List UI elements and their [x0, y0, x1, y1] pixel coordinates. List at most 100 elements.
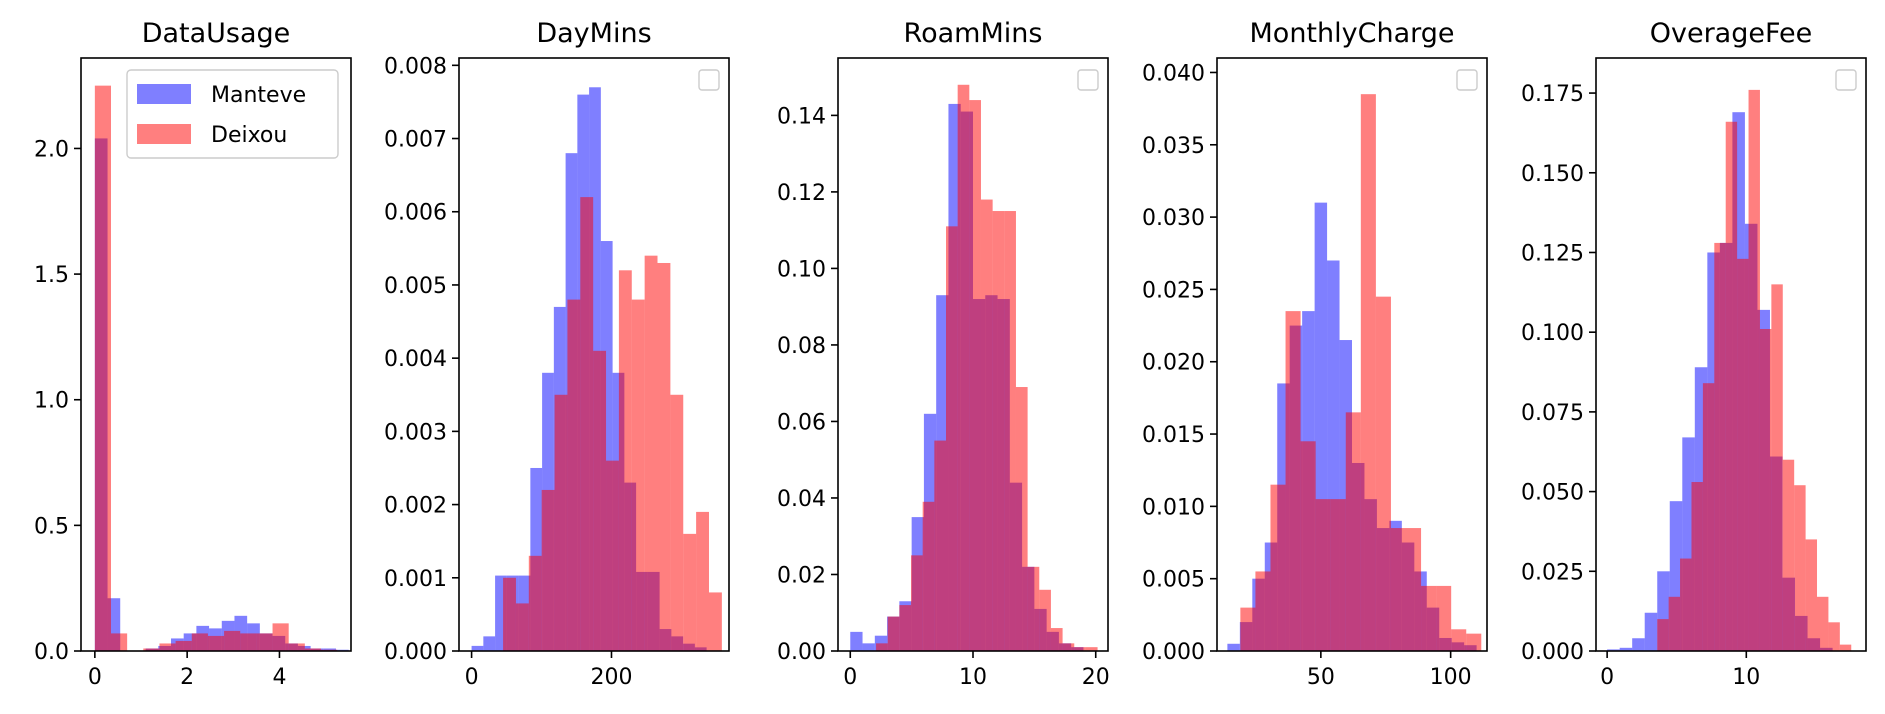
legend-swatch-manteve [137, 84, 191, 104]
bar-deixou [934, 440, 946, 651]
bar-deixou [240, 633, 257, 651]
bar-deixou [159, 643, 176, 651]
bar-deixou [1406, 528, 1422, 651]
axes-frame [1595, 57, 1867, 652]
bar-deixou [1839, 644, 1852, 651]
bar-deixou [1451, 629, 1467, 651]
x-tick-label: 10 [959, 665, 987, 690]
bar-deixou [1657, 619, 1669, 651]
histogram-panel-overagefee: 0 10 0.000 0.025 0.050 0.075 0.100 0.125 0.150 0.… [1521, 18, 1867, 690]
bar-deixou [1375, 296, 1391, 651]
bar-deixou [1702, 383, 1715, 651]
y-tick-label: 0.035 [1142, 134, 1205, 159]
y-tick-label: 0.04 [777, 487, 826, 512]
bar-deixou [1794, 485, 1806, 651]
bar-deixou [1390, 528, 1406, 651]
bars [850, 84, 1098, 651]
bar-deixou [1466, 633, 1482, 651]
y-tick-label: 1.0 [34, 389, 69, 414]
y-tick-label: 0.030 [1142, 206, 1205, 231]
bar-deixou [1360, 94, 1376, 651]
bars [1227, 94, 1482, 651]
bar-deixou [503, 577, 516, 651]
bar-deixou [580, 197, 594, 651]
y-tick-label: 1.5 [34, 263, 69, 288]
y-tick-label: 0.015 [1142, 423, 1205, 448]
bar-manteve [862, 643, 875, 651]
x-tick-label: 200 [590, 665, 632, 690]
bar-deixou [541, 489, 555, 651]
y-tick-label: 0.12 [777, 181, 826, 206]
y-tick-label: 0.5 [34, 514, 69, 539]
bar-deixou [1691, 482, 1703, 651]
bar-deixou [1737, 258, 1749, 651]
y-tick-label: 0.0 [34, 640, 69, 665]
y-tick-label: 0.005 [384, 274, 447, 299]
bar-manteve [1227, 643, 1240, 651]
y-tick-label: 0.006 [384, 201, 447, 226]
bar-deixou [1436, 585, 1452, 651]
bar-deixou [1027, 566, 1040, 651]
bar-deixou [696, 511, 709, 651]
bar-deixou [288, 643, 305, 651]
bar-deixou [657, 262, 671, 651]
bar-manteve [495, 575, 507, 651]
y-tick-label: 0.02 [777, 563, 826, 588]
bar-deixou [1085, 647, 1098, 651]
bar-deixou [670, 394, 684, 651]
bar-deixou [567, 299, 581, 651]
x-tick-label: 50 [1307, 665, 1335, 690]
axes-frame [80, 57, 352, 652]
y-tick-label: 0.14 [777, 104, 826, 129]
bar-deixou [1421, 585, 1437, 651]
axes-frame [458, 57, 730, 652]
y-tick-label: 0.08 [777, 334, 826, 359]
legend: Manteve Deixou [126, 69, 339, 159]
bar-deixou [1330, 499, 1346, 651]
y-tick-label: 0.075 [1521, 401, 1584, 426]
panel-title: DataUsage [142, 18, 291, 49]
bar-deixou [175, 640, 192, 651]
bar-deixou [1828, 622, 1840, 651]
bar-deixou [631, 299, 645, 651]
y-tick-label: 0.004 [384, 347, 447, 372]
bar-deixou [1240, 607, 1256, 651]
y-tick-label: 0.003 [384, 420, 447, 445]
bar-deixou [207, 635, 225, 651]
bars [1607, 89, 1852, 651]
bar-deixou [191, 633, 208, 651]
bar-deixou [887, 616, 900, 651]
bar-deixou [1680, 558, 1692, 651]
x-tick-label: 4 [272, 665, 286, 690]
bar-deixou [224, 630, 241, 651]
bar-deixou [992, 211, 1005, 651]
bar-deixou [969, 100, 981, 651]
bar-deixou [957, 84, 970, 651]
y-tick-label: 0.000 [384, 640, 447, 665]
bar-deixou [1074, 647, 1086, 651]
y-tick-label: 0.007 [384, 128, 447, 153]
y-tick-label: 0.175 [1521, 82, 1584, 107]
bars [471, 87, 722, 651]
bar-deixou [606, 460, 619, 651]
legend-swatch-deixou [137, 124, 191, 144]
bar-manteve [1632, 638, 1645, 651]
y-tick-label: 0.040 [1142, 61, 1205, 86]
bar-deixou [256, 633, 273, 651]
bar-deixou [94, 85, 111, 651]
bar-manteve [1619, 647, 1633, 651]
x-tick-label: 2 [180, 665, 194, 690]
bar-deixou [922, 501, 935, 651]
panel-title: DayMins [536, 18, 651, 49]
histogram-panel-datausage: 0 2 4 0.0 0.5 1.0 1.5 2.0 DataUsage Manteve Deixou [34, 18, 352, 690]
x-tick-label: 0 [465, 665, 479, 690]
bar-deixou [980, 199, 993, 651]
panel-title: RoamMins [904, 18, 1043, 49]
bar-deixou [1714, 242, 1726, 651]
bar-deixou [1817, 596, 1829, 651]
bar-deixou [1285, 311, 1301, 651]
bar-deixou [1062, 643, 1075, 651]
y-tick-label: 0.010 [1142, 495, 1205, 520]
x-tick-label: 0 [88, 665, 102, 690]
